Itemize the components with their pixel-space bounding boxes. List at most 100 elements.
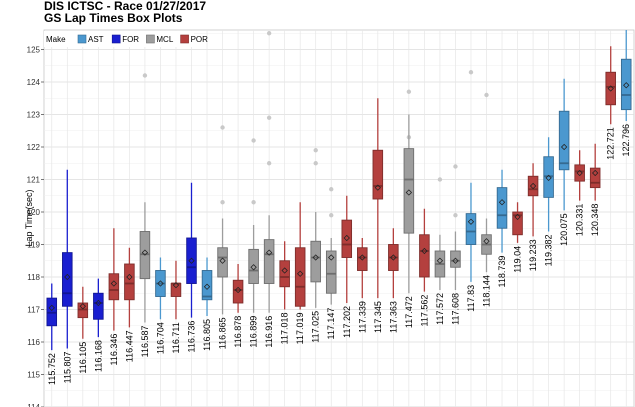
outlier-point — [484, 92, 489, 98]
chart-title: DIS ICTSC - Race 01/27/2017 — [44, 0, 206, 13]
box-label: 116.878 — [233, 316, 243, 348]
box-series — [46, 30, 632, 351]
mean-marker — [514, 213, 521, 221]
box-body — [217, 247, 228, 278]
box-label: 117.572 — [435, 293, 445, 325]
box-117.339 — [357, 238, 368, 299]
plot-panel — [43, 29, 635, 407]
box-body — [294, 247, 306, 307]
y-tick-label: 115 — [27, 371, 40, 380]
legend-label: POR — [191, 35, 209, 44]
box-118.144 — [481, 92, 492, 273]
box-label: 117.363 — [388, 301, 398, 333]
box-122.796 — [620, 30, 632, 121]
mean-marker — [374, 184, 381, 191]
box-body — [170, 283, 182, 297]
box-label: 117.019 — [295, 313, 305, 345]
box-body — [512, 211, 523, 236]
box-body — [279, 260, 290, 288]
mean-marker — [172, 281, 180, 289]
box-label: 116.736 — [187, 321, 197, 353]
box-116.878 — [232, 264, 244, 313]
box-body — [605, 71, 616, 106]
mean-marker — [157, 280, 164, 287]
box-body — [465, 213, 477, 245]
mean-marker — [265, 249, 273, 256]
legend-item-for: FOR — [111, 34, 139, 44]
box-115.807 — [62, 169, 73, 349]
box-117.025 — [310, 148, 321, 308]
legend-label: FOR — [122, 35, 139, 44]
box-122.721 — [605, 46, 616, 125]
legend-swatch — [180, 34, 189, 44]
box-117.472 — [403, 89, 415, 294]
box-label: 116.899 — [249, 316, 259, 348]
y-tick-label: 119 — [27, 241, 40, 250]
box-label: 118.739 — [497, 256, 507, 288]
box-116.447 — [124, 247, 135, 328]
outlier-point — [453, 164, 458, 169]
outlier-point — [266, 31, 272, 36]
box-116.736 — [186, 182, 197, 318]
y-tick-label: 114 — [27, 403, 40, 407]
mean-marker — [560, 143, 568, 151]
box-117.019 — [294, 202, 306, 310]
mean-marker — [79, 303, 86, 310]
mean-marker — [545, 174, 552, 182]
box-label: 117.345 — [373, 301, 383, 333]
outlier-point — [468, 70, 474, 75]
box-body — [108, 273, 120, 301]
box-body — [372, 149, 384, 200]
box-label: 117.83 — [466, 285, 476, 312]
box-119.233 — [527, 163, 539, 237]
mean-marker — [48, 304, 55, 312]
outlier-point — [220, 200, 225, 205]
mean-marker — [126, 273, 133, 281]
box-label: 119.233 — [528, 239, 538, 271]
y-tick-label: 120 — [27, 208, 41, 217]
box-body — [527, 175, 539, 197]
box-115.752 — [46, 283, 58, 351]
outlier-point — [329, 187, 334, 192]
box-label: 117.608 — [450, 293, 460, 325]
legend-label: AST — [88, 35, 104, 44]
box-label: 117.018 — [280, 313, 290, 345]
outlier-point — [313, 161, 318, 166]
mean-marker — [64, 273, 71, 281]
mean-marker — [359, 254, 366, 261]
box-body — [574, 164, 585, 182]
box-label: 116.865 — [218, 317, 228, 349]
y-axis-label: Lap Time(sec) — [24, 189, 34, 246]
mean-marker — [623, 82, 630, 89]
box-label: 116.168 — [93, 340, 103, 372]
box-body — [186, 237, 197, 284]
box-label: 122.796 — [621, 124, 631, 157]
mean-marker — [312, 254, 319, 261]
box-label: 120.331 — [575, 204, 585, 237]
outlier-point — [142, 73, 148, 78]
box-label: 116.711 — [171, 322, 181, 353]
mean-marker — [467, 218, 475, 225]
legend-item-ast: AST — [77, 34, 104, 44]
mean-marker — [421, 247, 428, 255]
box-label: 118.144 — [482, 275, 492, 307]
box-label: 122.721 — [606, 127, 616, 160]
y-tick-label: 122 — [27, 143, 41, 152]
legend-label: MCL — [156, 35, 173, 44]
box-body — [93, 292, 104, 320]
box-body — [232, 279, 244, 304]
box-117.018 — [279, 241, 290, 310]
box-117.345 — [372, 98, 384, 299]
mean-marker — [328, 254, 335, 261]
outlier-point — [406, 89, 412, 94]
mean-marker — [483, 238, 490, 245]
mean-marker — [188, 257, 195, 264]
box-116.346 — [108, 228, 120, 331]
mean-marker — [281, 267, 288, 274]
mean-marker — [592, 169, 599, 177]
mean-marker — [234, 286, 242, 294]
box-116.587 — [139, 73, 151, 323]
legend-swatch — [111, 34, 121, 44]
box-body — [589, 167, 601, 189]
box-labels: 115.752 115.807 116.105 116.168 116.346 116.4… — [47, 124, 631, 385]
